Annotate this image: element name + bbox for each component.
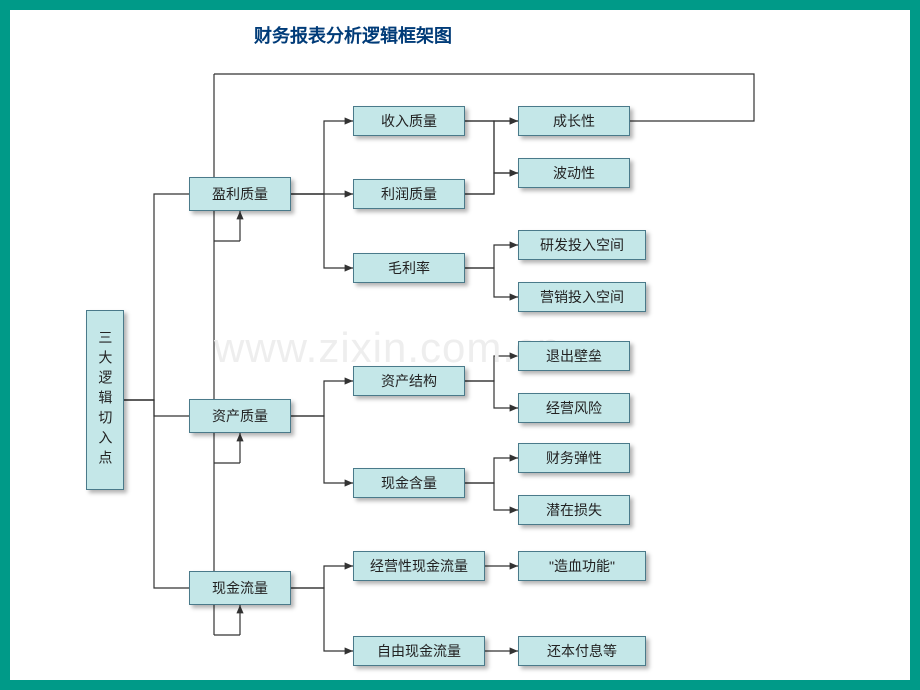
node-lvl3_volat: 波动性	[518, 158, 630, 188]
node-lvl2_struct: 资产结构	[353, 366, 465, 396]
node-lvl2_cashpct: 现金含量	[353, 468, 465, 498]
node-lvl3_latent: 潜在损失	[518, 495, 630, 525]
node-lvl3_exit: 退出壁垒	[518, 341, 630, 371]
node-lvl3_hema: "造血功能"	[518, 551, 646, 581]
node-lvl3_oprisk: 经营风险	[518, 393, 630, 423]
node-lvl3_repay: 还本付息等	[518, 636, 646, 666]
node-lvl2_income: 收入质量	[353, 106, 465, 136]
node-lvl2_opcash: 经营性现金流量	[353, 551, 485, 581]
node-lvl3_finflex: 财务弹性	[518, 443, 630, 473]
slide-frame: 财务报表分析逻辑框架图 www.zixin.com.cn 三大逻辑切入点 盈利质量…	[0, 0, 920, 690]
node-lvl2_profit: 利润质量	[353, 179, 465, 209]
node-root: 三大逻辑切入点	[86, 310, 124, 490]
node-lvl1_cash: 现金流量	[189, 571, 291, 605]
watermark-text: www.zixin.com.cn	[214, 324, 561, 372]
node-lvl1_asset: 资产质量	[189, 399, 291, 433]
diagram-canvas: 财务报表分析逻辑框架图 www.zixin.com.cn 三大逻辑切入点 盈利质量…	[14, 14, 906, 676]
node-lvl1_profit: 盈利质量	[189, 177, 291, 211]
node-lvl3_growth: 成长性	[518, 106, 630, 136]
node-lvl2_margin: 毛利率	[353, 253, 465, 283]
node-lvl3_mkt: 营销投入空间	[518, 282, 646, 312]
node-lvl3_rd: 研发投入空间	[518, 230, 646, 260]
node-lvl2_freecash: 自由现金流量	[353, 636, 485, 666]
diagram-title: 财务报表分析逻辑框架图	[254, 22, 452, 48]
